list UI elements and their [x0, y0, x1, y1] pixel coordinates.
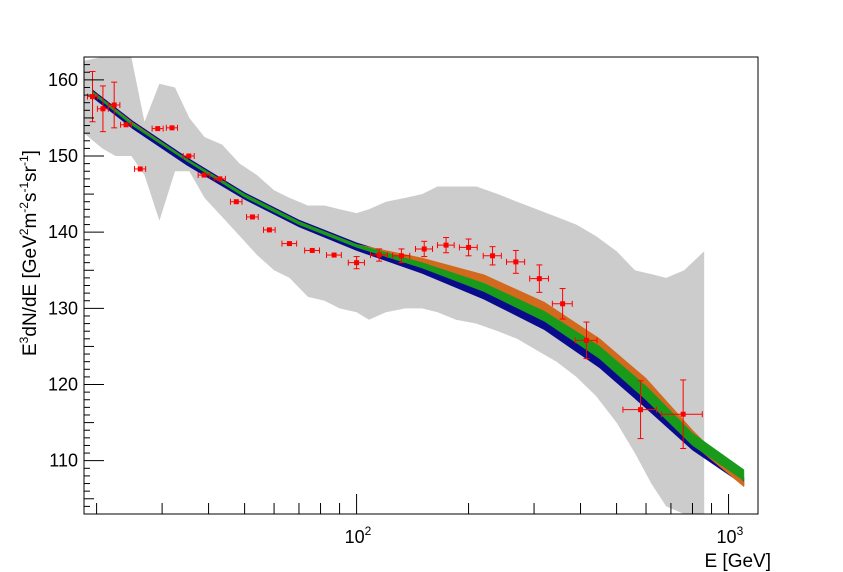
data-marker	[331, 252, 337, 258]
data-marker	[354, 260, 360, 266]
data-marker	[111, 102, 117, 108]
data-marker	[201, 172, 207, 178]
data-point	[134, 165, 147, 172]
data-marker	[376, 252, 382, 258]
data-marker	[249, 214, 255, 220]
data-marker	[490, 253, 496, 259]
data-point	[182, 153, 195, 160]
data-point	[370, 248, 388, 262]
data-point	[304, 247, 321, 254]
data-point	[281, 240, 298, 247]
data-marker	[421, 246, 427, 252]
data-marker	[155, 126, 161, 132]
data-point	[246, 213, 259, 220]
y-tick-label: 150	[48, 146, 78, 166]
data-marker	[309, 247, 315, 253]
data-point	[325, 252, 342, 259]
data-marker	[90, 94, 96, 100]
data-marker	[583, 337, 589, 343]
model-band-green	[92, 90, 745, 482]
data-point	[482, 246, 502, 266]
data-marker	[560, 301, 566, 307]
data-point	[165, 124, 178, 131]
data-point	[213, 175, 226, 182]
data-marker	[123, 122, 129, 128]
data-marker	[536, 276, 542, 282]
data-point	[622, 380, 657, 440]
data-marker	[266, 227, 272, 233]
x-tick-label: 103	[717, 524, 744, 547]
data-point	[414, 240, 434, 258]
y-tick-label: 130	[48, 298, 78, 318]
data-point	[96, 85, 109, 133]
data-marker	[217, 176, 223, 182]
data-point	[458, 238, 478, 257]
x-axis-label: E [GeV]	[704, 551, 771, 572]
axes-layer: 110 120 130 140 150 160 102 103	[48, 56, 744, 547]
data-marker	[100, 106, 106, 112]
systematic-uncertainty-band	[84, 57, 705, 514]
y-tick-label: 160	[48, 70, 78, 90]
data-points-layer	[86, 70, 703, 449]
data-marker	[638, 407, 644, 413]
x-tick-label: 102	[345, 524, 372, 547]
data-point	[392, 248, 411, 264]
data-marker	[513, 259, 519, 265]
data-marker	[398, 253, 404, 259]
data-point	[660, 379, 703, 449]
data-marker	[466, 244, 472, 250]
data-point	[551, 288, 573, 320]
data-point	[107, 81, 121, 129]
data-point	[229, 198, 243, 205]
data-marker	[186, 153, 192, 159]
y-tick-label: 120	[48, 375, 78, 395]
data-point	[347, 256, 365, 270]
data-point	[120, 121, 132, 128]
data-marker	[286, 241, 292, 247]
data-marker	[443, 242, 449, 248]
data-marker	[233, 199, 239, 205]
plot-area	[84, 57, 745, 514]
data-marker	[680, 411, 686, 417]
data-point	[529, 264, 549, 293]
y-tick-label: 110	[49, 451, 78, 471]
data-point	[506, 249, 526, 274]
data-point	[262, 226, 276, 233]
data-point	[197, 172, 211, 179]
data-marker	[169, 125, 175, 131]
y-axis-label: E3dN/dE [GeV2m-2s-1sr-1]	[17, 150, 41, 356]
data-point	[151, 125, 164, 132]
data-marker	[137, 166, 143, 172]
data-point	[574, 321, 598, 360]
data-point	[436, 237, 455, 254]
y-tick-label: 140	[48, 222, 78, 242]
